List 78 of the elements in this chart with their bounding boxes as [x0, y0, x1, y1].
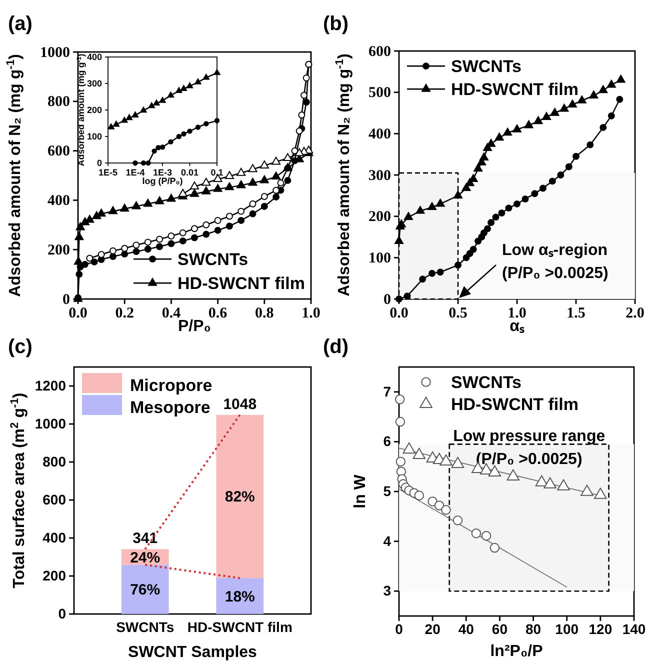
- x-tick-label: 0.01: [180, 167, 199, 178]
- x-tick-label: 0.1: [210, 167, 224, 178]
- x-tick-label: 1E-5: [98, 167, 118, 178]
- legend-label: HD-SWCNT film: [451, 395, 578, 414]
- annotation: 18%: [224, 588, 255, 606]
- y-tick-label: 0: [384, 292, 391, 308]
- y-tick-label: 600: [42, 491, 66, 508]
- chart-title: (d): [323, 336, 349, 358]
- x-tick-label: 140: [622, 620, 646, 637]
- x-tick-label: 20: [424, 620, 441, 637]
- x-tick-label: 0.0: [68, 306, 88, 322]
- x-tick-label: 1E-3: [152, 167, 172, 178]
- y-tick-label: 800: [48, 94, 70, 110]
- x-tick-label: 1.0: [302, 306, 320, 322]
- chart-title: (c): [8, 336, 32, 358]
- x-tick-label: HD-SWCNT film: [187, 618, 292, 635]
- y-tick-label: 200: [86, 104, 102, 115]
- y-tick-label: 100: [86, 131, 102, 142]
- y-tick-label: 400: [48, 193, 70, 209]
- x-tick-label: 40: [458, 620, 474, 637]
- legend-label: SWCNTs: [451, 373, 522, 392]
- annotation: 24%: [130, 549, 160, 566]
- total-label: 341: [132, 530, 158, 548]
- y-tick-label: 200: [368, 209, 391, 226]
- y-tick-label: 1000: [40, 44, 70, 61]
- y-tick-label: 0: [96, 158, 102, 168]
- annotation: 76%: [130, 582, 160, 599]
- x-tick-label: 0.0: [390, 306, 408, 322]
- y-tick-label: 200: [42, 567, 66, 584]
- annotation: Low αₛ-region (P/P₀ >0.0025): [502, 242, 608, 282]
- y-tick-label: 0: [62, 292, 70, 308]
- x-tick-label: 60: [492, 620, 508, 637]
- x-axis-title: ln²P₀/P: [490, 643, 544, 660]
- legend-label: HD-SWCNT film: [451, 80, 578, 99]
- x-tick-label: 0.6: [208, 306, 228, 322]
- x-axis-title: SWCNT Samples: [128, 644, 258, 661]
- y-tick-label: 100: [368, 250, 391, 266]
- y-tick-label: 0: [58, 605, 66, 622]
- y-tick-label: 200: [48, 242, 70, 258]
- x-tick-label: 0: [395, 620, 404, 637]
- x-tick-label: 80: [525, 620, 542, 637]
- legend-label: SWCNTs: [451, 57, 522, 76]
- y-tick-label: 1200: [34, 377, 66, 394]
- y-tick-label: 3: [383, 582, 392, 599]
- legend-label: Micropore: [130, 376, 212, 395]
- total-label: 1048: [223, 396, 257, 413]
- annotation: 82%: [224, 488, 255, 506]
- y-tick-label: 7: [383, 383, 392, 400]
- x-axis-title: log (P/P₀): [142, 176, 183, 186]
- chart-title: (a): [8, 13, 32, 35]
- y-tick-label: 600: [368, 44, 391, 60]
- y-tick-label: 4: [383, 532, 392, 549]
- y-tick-label: 600: [48, 144, 70, 160]
- x-axis-title: P/P₀: [178, 318, 211, 335]
- y-axis-title: ln W: [352, 474, 369, 508]
- x-tick-label: 100: [555, 620, 579, 637]
- y-tick-label: 300: [86, 78, 102, 88]
- x-tick-label: 0.2: [115, 306, 134, 322]
- y-tick-label: 400: [86, 52, 102, 62]
- y-tick-label: 500: [368, 85, 391, 102]
- y-tick-label: 400: [42, 529, 66, 546]
- x-tick-label: 1E-4: [126, 167, 145, 178]
- legend-label: Mesopore: [130, 398, 210, 417]
- x-tick-label: 2.0: [626, 306, 644, 322]
- x-tick-label: SWCNTs: [116, 618, 174, 635]
- legend-label: HD-SWCNT film: [178, 274, 305, 293]
- y-tick-label: 5: [383, 482, 392, 499]
- x-tick-label: 0.5: [448, 306, 468, 322]
- y-tick-label: 800: [42, 453, 66, 470]
- x-tick-label: 120: [588, 620, 612, 637]
- legend-label: SWCNTs: [178, 250, 248, 269]
- x-tick-label: 0.8: [255, 306, 274, 322]
- y-tick-label: 400: [368, 126, 391, 142]
- y-tick-label: 6: [383, 433, 392, 450]
- chart-title: (b): [323, 13, 349, 35]
- y-tick-label: 1000: [34, 415, 66, 432]
- y-tick-label: 300: [368, 168, 391, 184]
- x-tick-label: 1.5: [566, 306, 586, 322]
